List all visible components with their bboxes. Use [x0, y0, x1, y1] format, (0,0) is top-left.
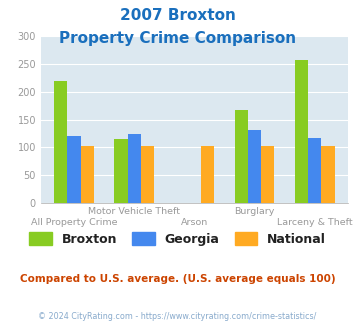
Text: © 2024 CityRating.com - https://www.cityrating.com/crime-statistics/: © 2024 CityRating.com - https://www.city… — [38, 312, 317, 321]
Bar — [261, 146, 274, 203]
Text: Larceny & Theft: Larceny & Theft — [277, 218, 353, 227]
Bar — [141, 146, 154, 203]
Bar — [114, 139, 127, 203]
Text: Motor Vehicle Theft: Motor Vehicle Theft — [88, 207, 180, 216]
Bar — [308, 138, 321, 203]
Bar — [81, 146, 94, 203]
Text: Burglary: Burglary — [234, 207, 275, 216]
Bar — [67, 136, 81, 203]
Bar — [295, 60, 308, 203]
Text: All Property Crime: All Property Crime — [31, 218, 117, 227]
Bar — [321, 146, 335, 203]
Text: Arson: Arson — [181, 218, 208, 227]
Bar — [248, 130, 261, 203]
Text: Property Crime Comparison: Property Crime Comparison — [59, 31, 296, 46]
Text: Compared to U.S. average. (U.S. average equals 100): Compared to U.S. average. (U.S. average … — [20, 274, 335, 284]
Bar — [235, 110, 248, 203]
Bar — [201, 146, 214, 203]
Legend: Broxton, Georgia, National: Broxton, Georgia, National — [24, 227, 331, 251]
Text: 2007 Broxton: 2007 Broxton — [120, 8, 235, 23]
Bar — [54, 81, 67, 203]
Bar — [127, 134, 141, 203]
